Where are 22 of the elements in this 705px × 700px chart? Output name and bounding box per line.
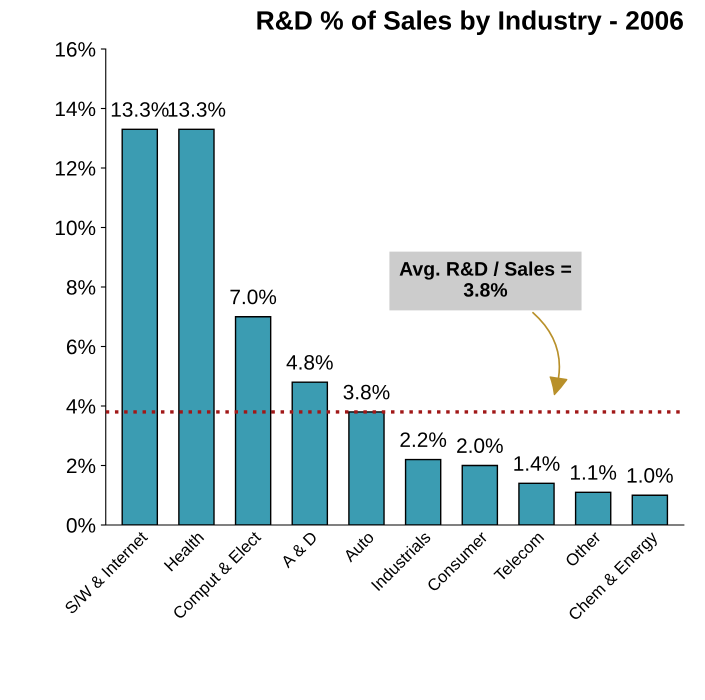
data-label: 2.2% bbox=[400, 432, 446, 448]
y-tick-label: 8% bbox=[66, 280, 96, 295]
data-label: 13.3% bbox=[112, 102, 169, 117]
data-label: 7.0% bbox=[230, 290, 276, 304]
data-label: 1.4% bbox=[514, 456, 560, 471]
x-tick-label: A & D bbox=[280, 530, 318, 569]
y-tick-label: 10% bbox=[56, 220, 96, 236]
y-tick-label: 12% bbox=[56, 161, 96, 176]
y-tick-label: 2% bbox=[66, 458, 96, 474]
data-label: 4.8% bbox=[286, 354, 333, 370]
annotation: Avg. R&D / Sales = 3.8% bbox=[400, 261, 572, 297]
data-label: 1.1% bbox=[571, 465, 616, 480]
y-tick-label: 16% bbox=[56, 42, 96, 57]
y-tick-label: 6% bbox=[66, 340, 96, 354]
chart-title: R&D % of Sales by Industry - 2006 bbox=[257, 10, 683, 36]
data-label: 2.0% bbox=[457, 438, 503, 454]
data-label: 1.0% bbox=[628, 468, 673, 483]
y-tick-label: 4% bbox=[66, 399, 96, 414]
y-tick-label: 0% bbox=[66, 518, 96, 533]
y-tick-label: 14% bbox=[56, 102, 96, 116]
data-label: 13.3% bbox=[168, 102, 226, 117]
data-label: 3.8% bbox=[344, 384, 390, 400]
